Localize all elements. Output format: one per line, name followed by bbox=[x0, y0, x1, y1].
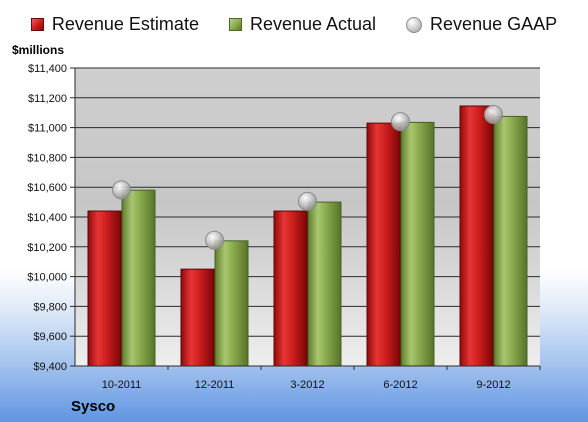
y-tick-label: $11,200 bbox=[28, 93, 67, 105]
legend-label-gaap: Revenue GAAP bbox=[430, 14, 558, 34]
y-tick-label: $11,400 bbox=[28, 63, 67, 75]
marker-revenue-gaap bbox=[298, 191, 317, 211]
x-tick-label: 9-2012 bbox=[476, 379, 510, 391]
x-tick-label: 6-2012 bbox=[383, 379, 417, 391]
marker-revenue-gaap bbox=[112, 180, 131, 200]
y-axis-unit-label: $millions bbox=[12, 43, 65, 57]
y-tick-label: $9,800 bbox=[33, 301, 67, 313]
y-tick-label: $11,000 bbox=[28, 123, 67, 135]
marker-revenue-gaap bbox=[391, 112, 410, 132]
legend-swatch-actual bbox=[228, 18, 242, 31]
y-tick-label: $10,200 bbox=[27, 242, 67, 254]
y-tick-label: $9,400 bbox=[33, 361, 67, 373]
bar-revenue-estimate bbox=[273, 210, 308, 367]
legend-label-actual: Revenue Actual bbox=[249, 14, 377, 34]
x-tick-label: 10-2011 bbox=[102, 379, 142, 391]
legend-item-actual: Revenue Actual bbox=[228, 14, 377, 35]
y-tick-label: $10,800 bbox=[27, 152, 67, 164]
bar-revenue-estimate bbox=[87, 210, 122, 367]
legend-swatch-estimate bbox=[30, 18, 44, 31]
y-tick-label: $10,000 bbox=[27, 272, 67, 284]
bar-revenue-actual bbox=[493, 115, 528, 367]
bar-revenue-actual bbox=[307, 201, 342, 367]
y-tick-label: $10,600 bbox=[27, 182, 67, 194]
marker-revenue-gaap bbox=[484, 104, 503, 124]
company-name: Sysco bbox=[71, 398, 116, 415]
chart-legend: Revenue Estimate Revenue Actual Revenue … bbox=[0, 14, 588, 35]
y-tick-label: $10,400 bbox=[27, 212, 67, 224]
x-tick-label: 12-2011 bbox=[195, 379, 235, 391]
bar-revenue-actual bbox=[121, 189, 156, 367]
legend-item-gaap: Revenue GAAP bbox=[406, 14, 557, 35]
y-tick-label: $9,600 bbox=[33, 331, 67, 343]
legend-swatch-gaap bbox=[406, 16, 423, 33]
bar-revenue-actual bbox=[214, 240, 249, 367]
bar-revenue-actual bbox=[400, 121, 435, 367]
bar-revenue-estimate bbox=[180, 268, 215, 367]
legend-label-estimate: Revenue Estimate bbox=[51, 14, 199, 34]
legend-item-estimate: Revenue Estimate bbox=[30, 14, 199, 35]
x-tick-label: 3-2012 bbox=[290, 379, 324, 391]
marker-revenue-gaap bbox=[205, 230, 224, 250]
bar-revenue-estimate bbox=[366, 122, 401, 367]
bar-revenue-estimate bbox=[459, 105, 494, 367]
